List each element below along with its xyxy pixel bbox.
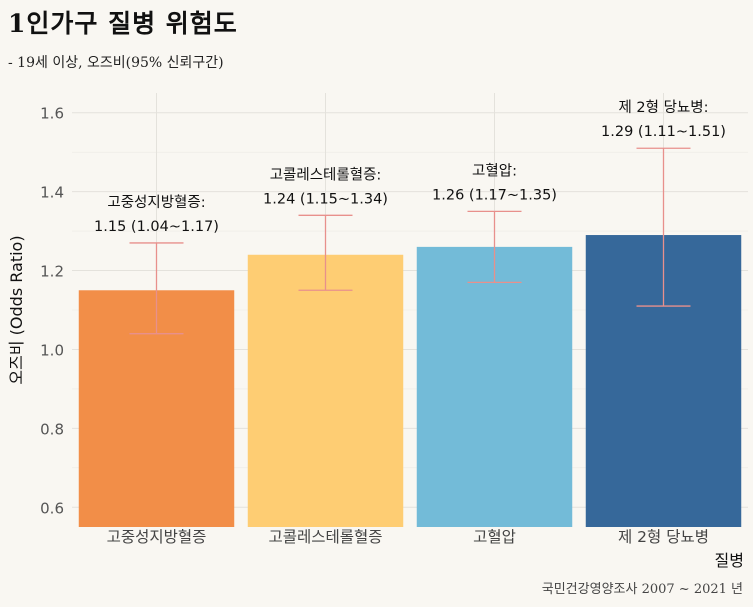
x-axis-label: 질병 <box>715 551 744 570</box>
x-tick-label: 고혈압 <box>473 528 516 546</box>
y-tick-label: 1.6 <box>40 105 64 123</box>
bar <box>416 246 573 527</box>
chart-subtitle: - 19세 이상, 오즈비(95% 신뢰구간) <box>8 55 224 71</box>
error-bars <box>129 147 691 335</box>
annotation-value: 1.26 (1.17~1.35) <box>432 187 557 203</box>
annotation-value: 1.24 (1.15~1.34) <box>263 191 388 207</box>
y-axis-label: 오즈비 (Odds Ratio) <box>7 235 26 384</box>
annotation-name: 고혈압: <box>472 162 517 179</box>
y-tick-label: 0.6 <box>40 499 64 517</box>
axes: 0.6 0.8 1.0 1.2 1.4 1.6 오즈비 (Odds Ratio) 질병 고중성지… <box>7 105 744 570</box>
annotation-name: 고콜레스테롤혈증: <box>270 166 382 183</box>
annotations: 고중성지방혈증: 1.15 (1.04~1.17) 고콜레스테롤혈증: 1.24 (1… <box>94 99 726 235</box>
annotation-name: 고중성지방혈증: <box>107 194 205 211</box>
annotation-value: 1.15 (1.04~1.17) <box>94 219 219 235</box>
x-tick-label: 고중성지방혈증 <box>107 528 207 546</box>
y-tick-label: 1.4 <box>40 184 64 202</box>
y-tick-label: 1.0 <box>40 341 64 359</box>
bar <box>247 254 404 527</box>
x-tick-label: 고콜레스테롤혈증 <box>268 528 382 546</box>
annotation-value: 1.29 (1.11~1.51) <box>601 124 726 140</box>
chart-caption: 국민건강영양조사 2007 ~ 2021 년 <box>541 582 743 597</box>
bars <box>78 235 742 527</box>
chart-title: 1인가구 질병 위험도 <box>8 9 238 38</box>
y-tick-label: 0.8 <box>40 420 64 438</box>
annotation-name: 제 2형 당뇨병: <box>618 99 708 116</box>
x-tick-label: 제 2형 당뇨병 <box>618 528 709 546</box>
y-tick-label: 1.2 <box>40 263 64 281</box>
